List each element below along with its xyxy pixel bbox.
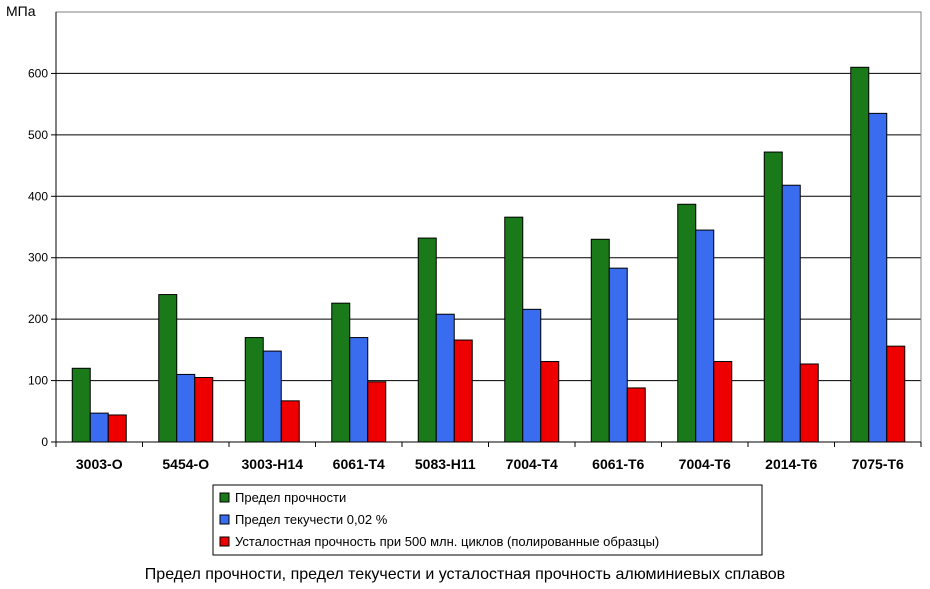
bar bbox=[417, 237, 437, 443]
bar bbox=[799, 363, 819, 443]
bar bbox=[194, 377, 214, 443]
bar bbox=[244, 337, 264, 443]
bar bbox=[349, 337, 369, 443]
bar bbox=[540, 361, 560, 443]
legend-swatch bbox=[219, 514, 230, 525]
legend-box bbox=[212, 484, 763, 556]
y-tick-label: 200 bbox=[28, 312, 48, 326]
y-tick-label: 300 bbox=[28, 251, 48, 265]
bar bbox=[677, 203, 697, 443]
y-tick-label: 0 bbox=[41, 435, 48, 449]
bar bbox=[107, 414, 127, 443]
chart-caption: Предел прочности, предел текучести и уст… bbox=[144, 566, 786, 583]
bar bbox=[608, 267, 628, 443]
bar bbox=[280, 400, 300, 443]
bar bbox=[763, 151, 783, 443]
x-category-label: 5454-O bbox=[162, 456, 209, 472]
bar bbox=[453, 339, 473, 443]
y-tick-label: 400 bbox=[28, 189, 48, 203]
bar bbox=[713, 361, 733, 443]
bar bbox=[886, 345, 906, 443]
bar bbox=[695, 229, 715, 443]
bar bbox=[590, 238, 610, 443]
legend: Предел прочности Предел текучести 0,02 % У… bbox=[212, 484, 763, 556]
y-tick-label: 100 bbox=[28, 374, 48, 388]
legend-swatch bbox=[219, 536, 230, 547]
bars bbox=[71, 66, 906, 443]
x-category-label: 6061-T6 bbox=[592, 456, 644, 472]
y-tick-label: 600 bbox=[28, 66, 48, 80]
bar bbox=[850, 66, 870, 443]
bar bbox=[868, 112, 888, 443]
bar bbox=[626, 387, 646, 443]
legend-swatch bbox=[219, 492, 230, 503]
x-category-label: 5083-H11 bbox=[415, 456, 476, 472]
x-category-label: 7004-T6 bbox=[679, 456, 731, 472]
bar bbox=[262, 350, 282, 443]
y-unit-label: МПа bbox=[6, 3, 36, 19]
bar bbox=[504, 216, 524, 443]
x-category-label: 3003-H14 bbox=[242, 456, 304, 472]
y-axis-ticks: 0 100 200 300 400 500 600 bbox=[28, 66, 56, 449]
bar bbox=[89, 412, 109, 443]
bar bbox=[522, 308, 542, 443]
legend-label: Усталостная прочность при 500 млн. цикло… bbox=[235, 534, 659, 549]
x-category-label: 2014-T6 bbox=[765, 456, 817, 472]
legend-label: Предел прочности bbox=[235, 490, 346, 505]
x-category-label: 6061-T4 bbox=[333, 456, 385, 472]
bar bbox=[367, 381, 387, 443]
bar bbox=[781, 184, 801, 443]
bar bbox=[176, 373, 196, 443]
x-category-label: 7075-T6 bbox=[852, 456, 904, 472]
x-axis-categories: 3003-O 5454-O 3003-H14 6061-T4 5083-H11 7004-… bbox=[55, 442, 922, 472]
bar bbox=[435, 313, 455, 443]
bar bbox=[158, 294, 178, 443]
bar bbox=[71, 367, 91, 443]
x-category-label: 3003-O bbox=[76, 456, 123, 472]
x-category-label: 7004-T4 bbox=[506, 456, 558, 472]
y-tick-label: 500 bbox=[28, 128, 48, 142]
legend-label: Предел текучести 0,02 % bbox=[235, 512, 388, 527]
bar bbox=[331, 302, 351, 443]
